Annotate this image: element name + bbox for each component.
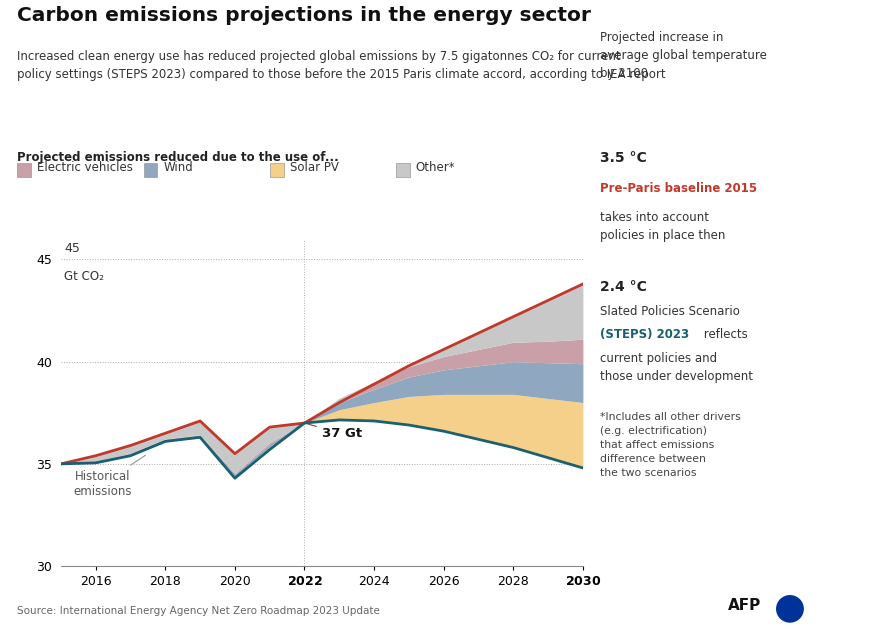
Text: Pre-Paris baseline 2015: Pre-Paris baseline 2015 [600, 182, 757, 196]
Text: 45: 45 [64, 242, 80, 255]
Text: Slated Policies Scenario: Slated Policies Scenario [600, 305, 740, 318]
Text: Increased clean energy use has reduced projected global emissions by 7.5 gigaton: Increased clean energy use has reduced p… [17, 50, 666, 81]
Text: *Includes all other drivers
(e.g. electrification)
that affect emissions
differe: *Includes all other drivers (e.g. electr… [600, 412, 740, 478]
Text: Electric vehicles: Electric vehicles [37, 162, 133, 174]
Text: reflects: reflects [700, 328, 747, 342]
Text: Gt CO₂: Gt CO₂ [64, 270, 104, 282]
Text: 37 Gt: 37 Gt [307, 424, 362, 440]
Text: Historical
emissions: Historical emissions [73, 455, 145, 498]
Text: Projected increase in
average global temperature
by 2100: Projected increase in average global tem… [600, 31, 766, 81]
Text: takes into account
policies in place then: takes into account policies in place the… [600, 211, 725, 242]
Text: Solar PV: Solar PV [289, 162, 338, 174]
Text: AFP: AFP [727, 598, 760, 613]
Text: Source: International Energy Agency Net Zero Roadmap 2023 Update: Source: International Energy Agency Net … [17, 606, 380, 616]
Text: Wind: Wind [163, 162, 193, 174]
Text: Carbon emissions projections in the energy sector: Carbon emissions projections in the ener… [17, 6, 591, 25]
Text: 2.4 °C: 2.4 °C [600, 280, 647, 294]
Text: Other*: Other* [415, 162, 455, 174]
Text: Projected emissions reduced due to the use of...: Projected emissions reduced due to the u… [17, 151, 339, 164]
Text: (STEPS) 2023: (STEPS) 2023 [600, 328, 688, 342]
Text: current policies and
those under development: current policies and those under develop… [600, 352, 753, 383]
Text: 3.5 °C: 3.5 °C [600, 151, 647, 165]
